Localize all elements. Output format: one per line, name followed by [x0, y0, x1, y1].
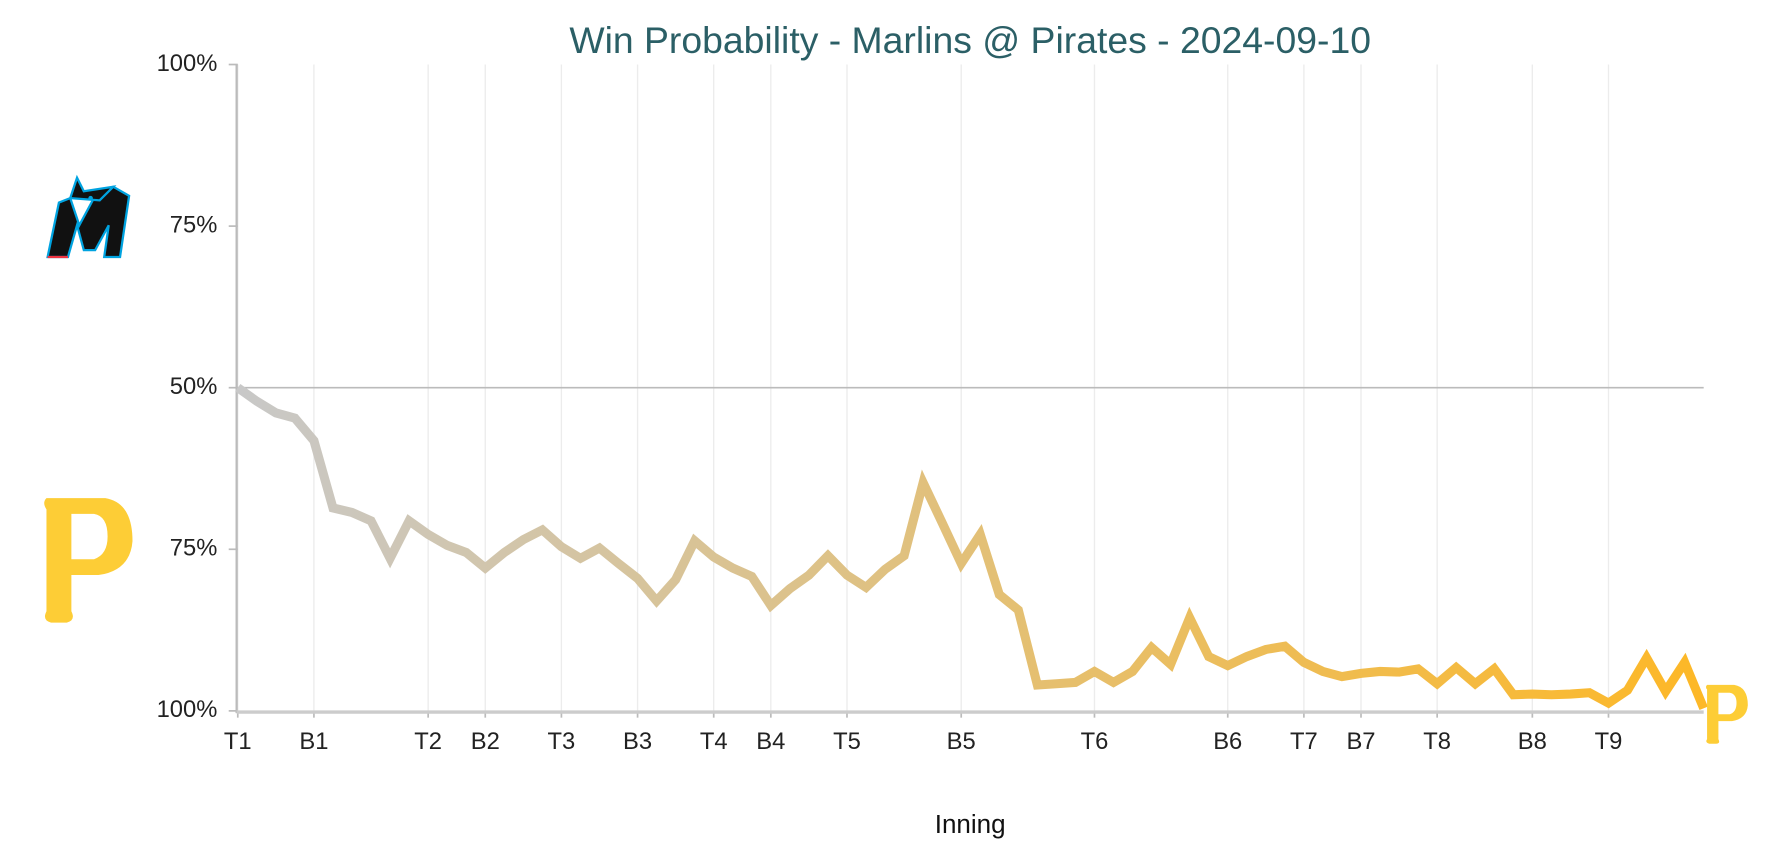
x-tick-label: T7 — [1290, 728, 1318, 755]
x-tick-label: B7 — [1346, 728, 1375, 755]
y-tick-label: 75% — [170, 535, 218, 562]
x-tick-label: B2 — [471, 728, 500, 755]
x-tick-label: T9 — [1595, 728, 1623, 755]
x-tick-label: B3 — [623, 728, 652, 755]
chart-title: Win Probability - Marlins @ Pirates - 20… — [569, 19, 1371, 61]
x-tick-label: B6 — [1213, 728, 1242, 755]
x-tick-label: B8 — [1518, 728, 1547, 755]
x-tick-label: T8 — [1423, 728, 1451, 755]
y-tick-label: 75% — [170, 211, 218, 238]
x-tick-label: T5 — [833, 728, 861, 755]
x-tick-label: T2 — [414, 728, 442, 755]
pirates-logo-small — [1705, 684, 1748, 744]
y-tick-label: 100% — [157, 696, 218, 723]
axes: T1 B1 T2 B2 T3 B3 T4 B4 T5 B5 T6 B6 T7 B7 T8 B8 T9 100% 75… — [157, 50, 1704, 755]
x-tick-label: T1 — [224, 728, 252, 755]
x-tick-label: B1 — [299, 728, 328, 755]
marks — [235, 384, 1708, 711]
y-tick-label: 50% — [170, 373, 218, 400]
x-tick-label: T3 — [548, 728, 576, 755]
win-probability-line — [235, 384, 1708, 711]
y-tick-label: 100% — [157, 50, 218, 77]
x-tick-label: T6 — [1081, 728, 1109, 755]
x-tick-label: B4 — [756, 728, 785, 755]
marlins-logo — [46, 174, 131, 259]
grid — [237, 64, 1704, 711]
pirates-logo — [44, 498, 133, 623]
x-tick-label: T4 — [700, 728, 728, 755]
x-tick-label: B5 — [947, 728, 976, 755]
x-axis-title: Inning — [935, 809, 1006, 839]
